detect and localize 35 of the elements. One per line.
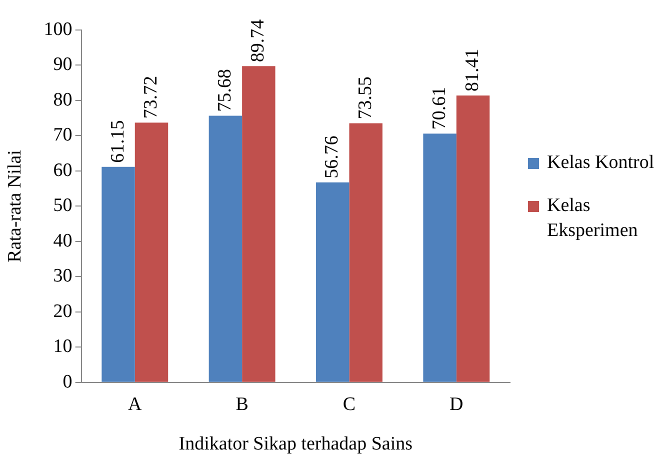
bar [316,182,350,382]
bar [456,96,490,382]
x-axis-title: Indikator Sikap terhadap Sains [178,434,413,455]
data-label: 81.41 [462,48,484,92]
legend-label: Kelas Kontrol [547,151,654,175]
y-tick-label: 10 [53,336,72,358]
y-axis-title: Rata-rata Nilai [4,150,26,262]
data-label: 73.55 [354,76,376,120]
x-tick-label: B [236,394,248,415]
data-label: 56.76 [322,136,343,178]
y-tick-label: 60 [53,160,72,181]
y-tick-label: 90 [53,54,72,76]
data-label: 70.61 [428,86,450,130]
y-tick-label: 30 [53,266,72,287]
data-label: 61.15 [107,120,128,163]
x-tick-label: A [128,394,142,415]
y-tick-label: 80 [53,89,72,110]
y-tick-label: 40 [53,230,72,252]
x-tick-label: D [450,394,464,415]
data-label: 89.74 [248,18,269,62]
bar [102,166,135,382]
data-label: 73.72 [140,76,162,119]
bar [423,134,456,382]
y-tick-label: 70 [53,124,72,146]
y-tick-label: 100 [44,18,72,40]
y-tick-label: 0 [62,371,72,392]
bar [134,122,168,382]
bar [349,123,382,382]
x-tick-label: C [342,394,356,415]
legend-label: Kelas Eksperimen [547,194,639,243]
data-label: 75.68 [214,68,236,112]
bar [208,116,242,382]
y-tick-label: 50 [53,195,72,216]
y-tick-label: 20 [53,300,72,322]
bar [242,66,276,382]
